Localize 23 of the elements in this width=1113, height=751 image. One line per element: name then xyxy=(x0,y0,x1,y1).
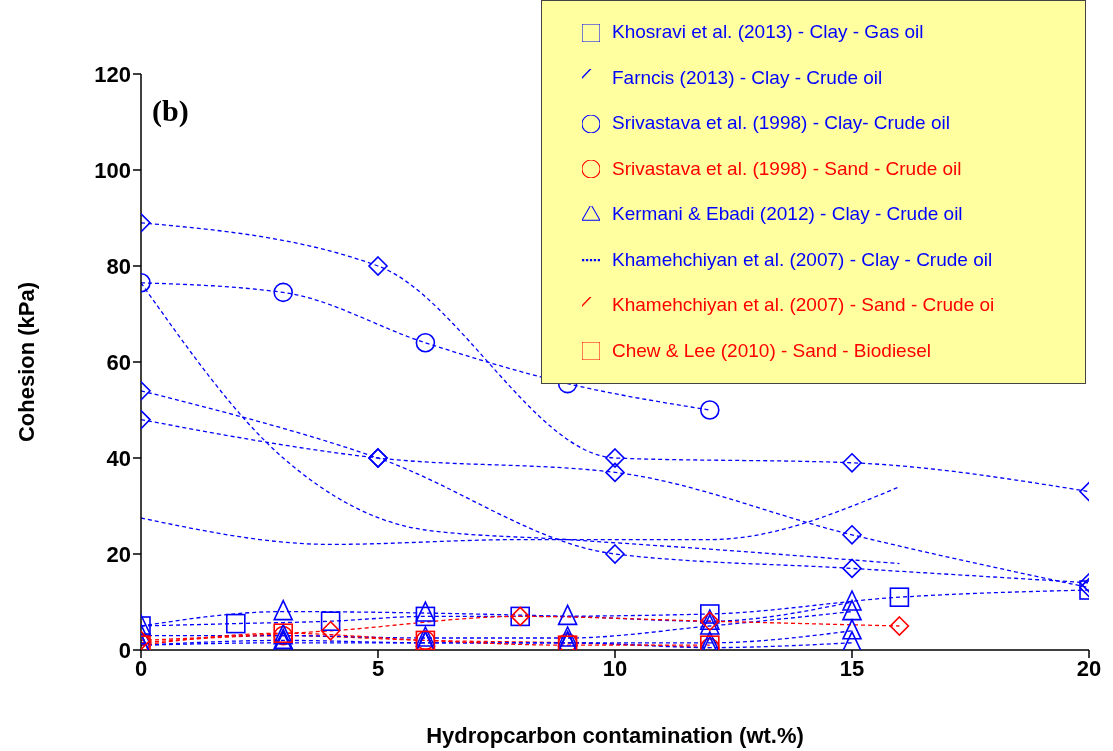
x-tick-label: 20 xyxy=(1076,655,1102,681)
legend-label: Khamehchiyan et al. (2007) - Sand - Crude oi xyxy=(612,294,995,315)
y-tick-label: 60 xyxy=(106,349,131,375)
legend-label: Farncis (2013) - Clay - Crude oil xyxy=(612,66,883,88)
legend-label: Chew & Lee (2010) - Sand - Biodiesel xyxy=(612,339,931,361)
x-tick-label: 0 xyxy=(134,655,148,681)
legend-label: Kermani & Ebadi (2012) - Clay - Crude oil xyxy=(612,203,963,224)
y-tick-label: 20 xyxy=(106,541,131,567)
legend-label: Srivastava et al. (1998) - Sand - Crude oil xyxy=(612,157,962,179)
y-tick-label: 100 xyxy=(94,157,131,183)
x-tick-label: 5 xyxy=(371,655,385,681)
y-axis-title: Cohesion (kPa) xyxy=(13,281,39,443)
y-tick-label: 80 xyxy=(106,253,131,279)
x-tick-label: 10 xyxy=(602,655,628,681)
legend-label: Khosravi et al. (2013) - Clay - Gas oil xyxy=(612,21,924,42)
x-axis-title: Hydropcarbon contamination (wt.%) xyxy=(426,723,804,748)
legend-label: Srivastava et al. (1998) - Clay- Crude oil xyxy=(612,112,950,133)
y-tick-label: 0 xyxy=(118,637,131,663)
y-tick-label: 40 xyxy=(106,445,131,471)
legend-label: Khamehchiyan et al. (2007) - Clay - Crude oil xyxy=(612,248,993,270)
y-tick-label: 120 xyxy=(94,61,131,87)
x-tick-label: 15 xyxy=(839,655,865,681)
annotation: (b) xyxy=(152,94,189,128)
